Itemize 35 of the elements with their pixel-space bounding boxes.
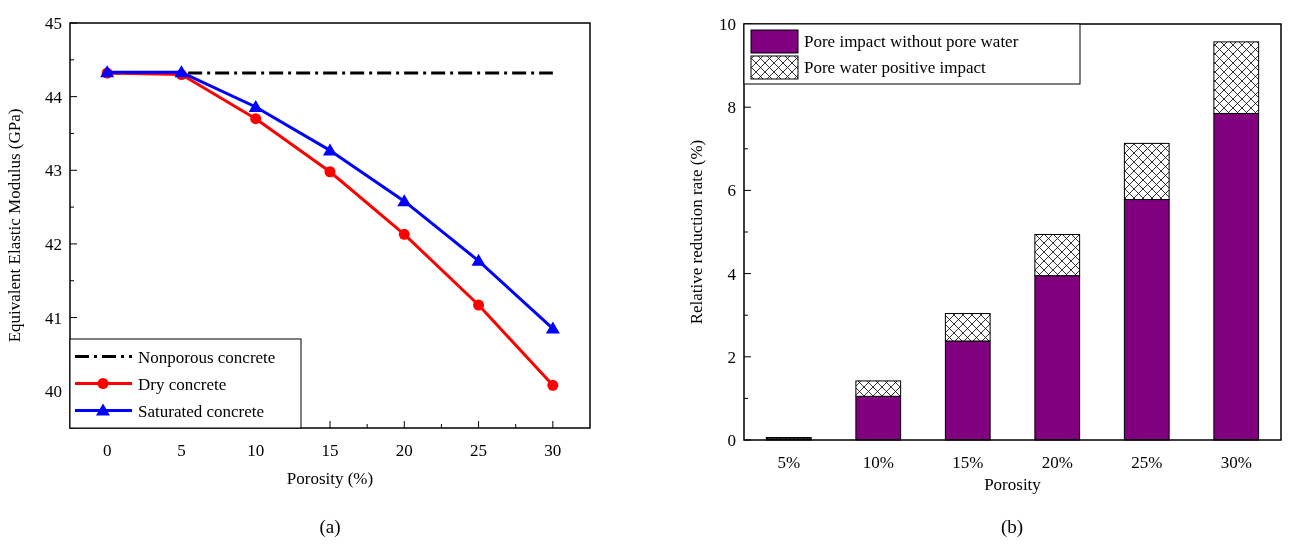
y-axis-title: Relative reduction rate (%) — [687, 139, 706, 325]
y-tick-label: 8 — [727, 98, 736, 118]
legend-label: Pore impact without pore water — [804, 32, 1019, 51]
x-tick-label: 10 — [247, 441, 265, 460]
x-tick-label: 15% — [952, 453, 984, 472]
x-tick-label: 25% — [1131, 453, 1163, 472]
text: (a) — [319, 516, 341, 538]
x-tick-label: 30% — [1220, 453, 1252, 472]
legend-label: Pore water positive impact — [804, 58, 987, 77]
y-tick-label: 41 — [45, 308, 62, 328]
x-tick-label: 25 — [470, 441, 488, 460]
y-axis-title: Equivalent Elastic Modulus (GPa) — [5, 108, 24, 343]
y-tick-label: 44 — [45, 87, 63, 107]
y-tick-label: 42 — [45, 234, 62, 254]
x-tick-label: 5% — [777, 453, 801, 472]
x-tick-label: 5 — [177, 441, 186, 460]
text: (b) — [1000, 516, 1024, 538]
legend-label: Dry concrete — [138, 374, 227, 394]
x-tick-label: 0 — [102, 441, 112, 460]
y-tick-label: 2 — [727, 347, 736, 367]
x-tick-label: 10% — [862, 453, 894, 472]
legend-label: Saturated concrete — [138, 401, 265, 421]
y-tick-label: 6 — [727, 181, 736, 201]
y-tick-label: 43 — [45, 161, 62, 181]
legend-label: Nonporous concrete — [138, 347, 276, 367]
x-tick-label: 30 — [544, 441, 562, 460]
x-axis-title: Porosity — [984, 475, 1042, 494]
x-tick-label: 15 — [321, 441, 339, 460]
x-axis-title: Porosity (%) — [286, 469, 374, 488]
x-tick-label: 20% — [1041, 453, 1073, 472]
y-tick-label: 40 — [45, 382, 62, 402]
y-tick-label: 10 — [719, 15, 736, 34]
y-tick-label: 4 — [727, 264, 737, 284]
x-tick-label: 20 — [395, 441, 413, 460]
y-tick-label: 45 — [45, 14, 62, 33]
